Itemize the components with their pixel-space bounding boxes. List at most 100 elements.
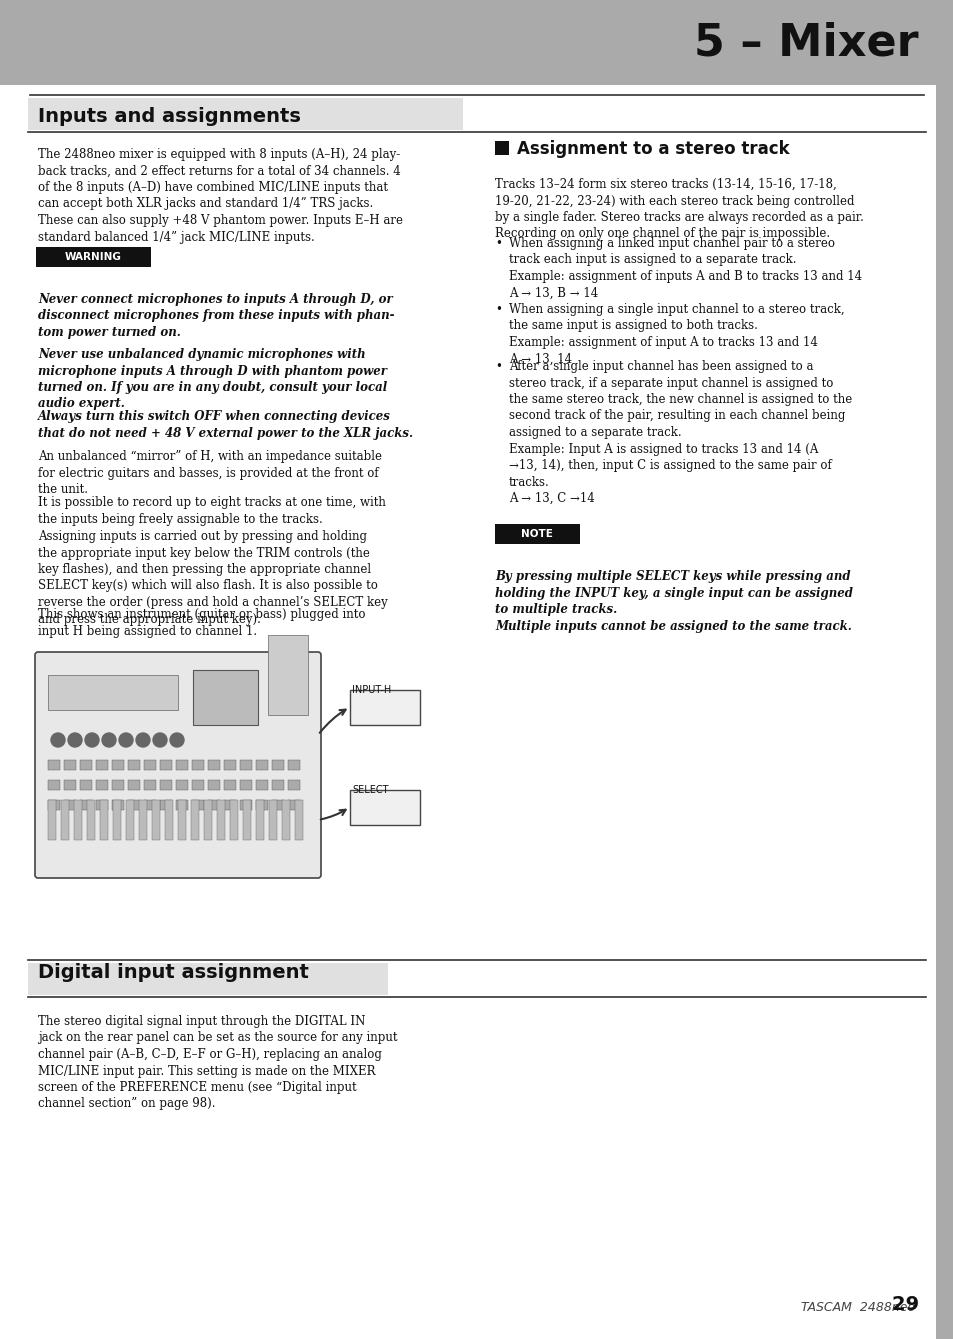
Bar — [204, 799, 212, 840]
Bar — [144, 761, 156, 770]
Bar — [192, 761, 204, 770]
Text: It is possible to record up to eight tracks at one time, with
the inputs being f: It is possible to record up to eight tra… — [38, 495, 385, 525]
Bar — [175, 781, 188, 790]
Text: •: • — [495, 303, 501, 316]
Bar — [268, 635, 308, 715]
Bar — [216, 799, 225, 840]
Bar — [48, 761, 60, 770]
Circle shape — [68, 732, 82, 747]
Bar — [255, 781, 268, 790]
Bar — [126, 799, 133, 840]
Bar — [350, 790, 419, 825]
Bar — [175, 761, 188, 770]
Bar — [230, 799, 237, 840]
Text: This shows an instrument (guitar or bass) plugged into
input H being assigned to: This shows an instrument (guitar or bass… — [38, 608, 365, 637]
Bar — [240, 761, 252, 770]
Bar — [74, 799, 82, 840]
Bar — [96, 781, 108, 790]
Bar — [165, 799, 172, 840]
Bar — [243, 799, 251, 840]
Text: 5 – Mixer: 5 – Mixer — [694, 21, 918, 64]
Text: When assigning a single input channel to a stereo track,
the same input is assig: When assigning a single input channel to… — [509, 303, 843, 366]
Bar — [160, 799, 172, 810]
Bar — [175, 799, 188, 810]
Bar — [350, 690, 419, 724]
Bar — [288, 781, 299, 790]
Bar — [255, 799, 264, 840]
Bar — [28, 963, 388, 995]
Bar — [0, 0, 953, 84]
Text: The 2488neo mixer is equipped with 8 inputs (A–H), 24 play-
back tracks, and 2 e: The 2488neo mixer is equipped with 8 inp… — [38, 149, 402, 244]
Bar — [495, 524, 579, 544]
Bar — [87, 799, 95, 840]
Bar — [935, 0, 953, 1339]
Bar — [208, 799, 220, 810]
Bar — [64, 781, 76, 790]
Text: Assignment to a stereo track: Assignment to a stereo track — [517, 141, 789, 158]
FancyBboxPatch shape — [35, 652, 320, 878]
Text: WARNING: WARNING — [65, 252, 121, 262]
Text: •: • — [495, 360, 501, 374]
Text: Assigning inputs is carried out by pressing and holding
the appropriate input ke: Assigning inputs is carried out by press… — [38, 530, 387, 625]
Text: When assigning a linked input channel pair to a stereo
track each input is assig: When assigning a linked input channel pa… — [509, 237, 862, 300]
Bar — [224, 761, 235, 770]
Bar — [192, 781, 204, 790]
Bar — [100, 799, 108, 840]
Bar — [178, 799, 186, 840]
Text: 29: 29 — [459, 1295, 918, 1314]
Bar — [208, 781, 220, 790]
Bar — [61, 799, 69, 840]
Bar — [28, 98, 462, 130]
Bar — [112, 781, 124, 790]
Bar — [160, 781, 172, 790]
Text: TASCAM  2488neo: TASCAM 2488neo — [800, 1302, 918, 1314]
Text: By pressing multiple SELECT keys while pressing and
holding the INPUT key, a sin: By pressing multiple SELECT keys while p… — [495, 570, 852, 616]
Circle shape — [136, 732, 150, 747]
Text: An unbalanced “mirror” of H, with an impedance suitable
for electric guitars and: An unbalanced “mirror” of H, with an imp… — [38, 450, 381, 495]
Bar — [272, 761, 284, 770]
Text: SELECT: SELECT — [352, 785, 388, 795]
Bar — [128, 781, 140, 790]
Text: NOTE: NOTE — [520, 529, 553, 540]
Bar — [112, 799, 124, 810]
Bar — [80, 799, 91, 810]
Bar — [255, 761, 268, 770]
Bar — [935, 0, 953, 84]
Circle shape — [170, 732, 184, 747]
Bar — [80, 781, 91, 790]
Bar — [224, 781, 235, 790]
Bar — [96, 799, 108, 810]
Text: INPUT-H: INPUT-H — [352, 686, 391, 695]
Text: The stereo digital signal input through the DIGITAL IN
jack on the rear panel ca: The stereo digital signal input through … — [38, 1015, 397, 1110]
Bar — [36, 246, 151, 266]
Bar — [96, 761, 108, 770]
Bar — [144, 799, 156, 810]
Bar — [80, 761, 91, 770]
Bar — [64, 799, 76, 810]
Circle shape — [102, 732, 116, 747]
Bar — [64, 761, 76, 770]
Text: Always turn this switch OFF when connecting devices
that do not need + 48 V exte: Always turn this switch OFF when connect… — [38, 410, 413, 439]
Text: Never use unbalanced dynamic microphones with
microphone inputs A through D with: Never use unbalanced dynamic microphones… — [38, 348, 387, 411]
Bar — [144, 781, 156, 790]
Text: Digital input assignment: Digital input assignment — [38, 963, 309, 981]
Text: After a single input channel has been assigned to a
stereo track, if a separate : After a single input channel has been as… — [509, 360, 851, 505]
Bar — [112, 761, 124, 770]
Bar — [112, 799, 121, 840]
Bar — [495, 141, 509, 155]
Circle shape — [119, 732, 132, 747]
Bar — [193, 670, 257, 724]
Bar — [152, 799, 160, 840]
Bar — [191, 799, 199, 840]
Bar — [240, 781, 252, 790]
Text: Inputs and assignments: Inputs and assignments — [38, 107, 300, 126]
Bar — [48, 799, 60, 810]
Bar — [139, 799, 147, 840]
Bar — [224, 799, 235, 810]
Circle shape — [152, 732, 167, 747]
Bar — [272, 781, 284, 790]
Text: •: • — [495, 237, 501, 250]
Text: Never connect microphones to inputs A through D, or
disconnect microphones from : Never connect microphones to inputs A th… — [38, 293, 395, 339]
Bar — [294, 799, 303, 840]
Bar — [255, 799, 268, 810]
